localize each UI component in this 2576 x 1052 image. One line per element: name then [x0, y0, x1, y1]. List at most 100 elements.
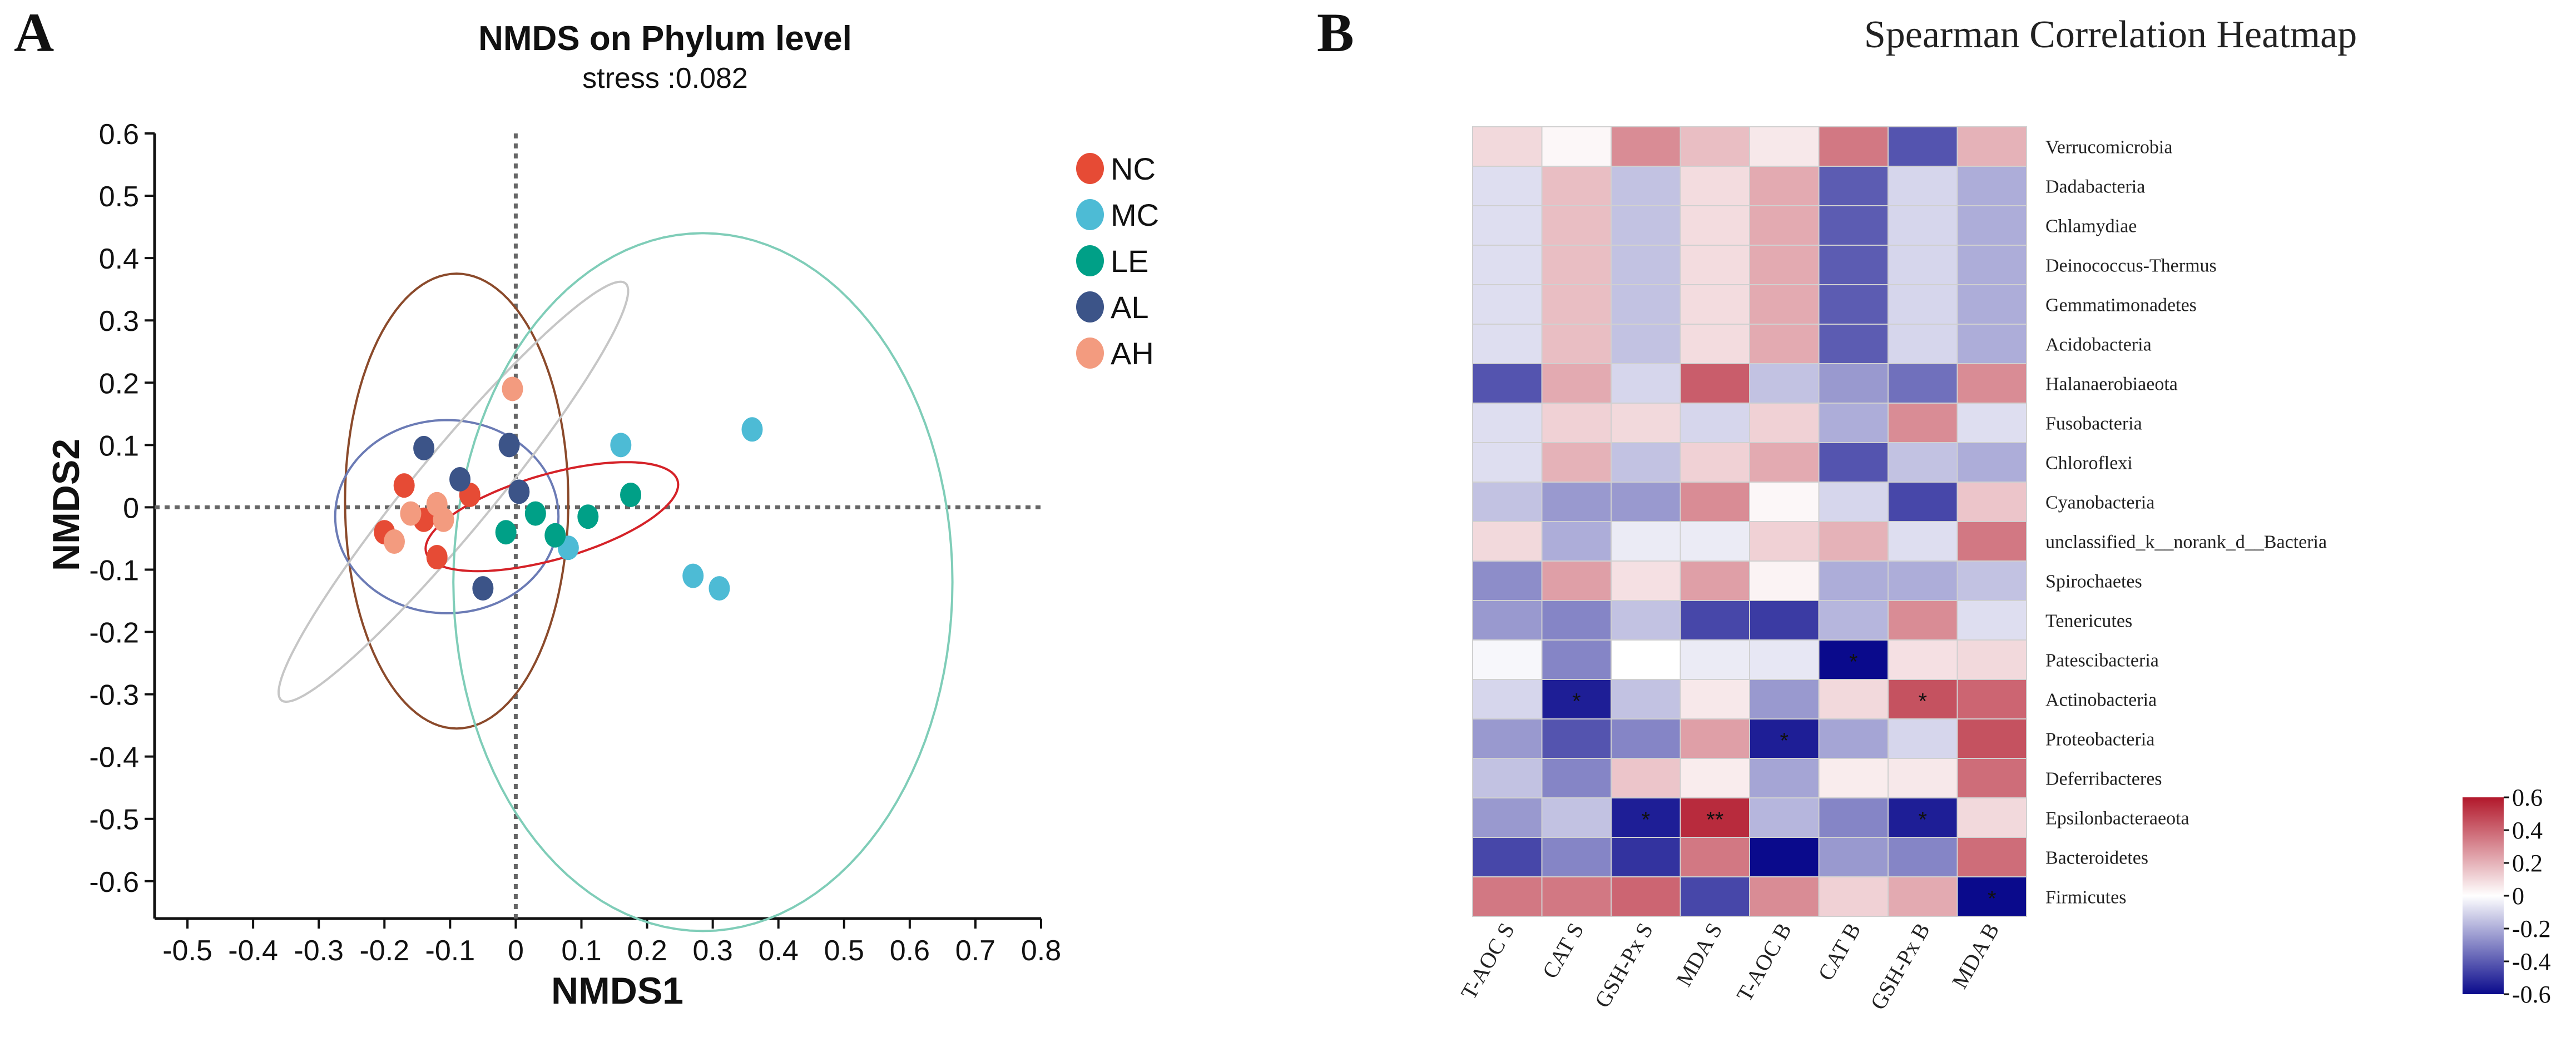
nmds-confidence-ellipse [334, 419, 560, 614]
heatmap-column-label: CAT S [1537, 919, 1589, 982]
nmds-x-tick-label: -0.5 [162, 935, 212, 967]
heatmap-cell [1956, 482, 2027, 522]
heatmap-cell [1472, 482, 1543, 522]
heatmap-row-label: Bacteroidetes [2045, 848, 2148, 869]
significance-marker: * [1918, 689, 1927, 714]
heatmap-row-label: Patescibacteria [2045, 651, 2159, 671]
heatmap-column-label: GSH-Px S [1589, 919, 1658, 1012]
heatmap-cell [1472, 284, 1543, 325]
significance-marker: * [1572, 689, 1581, 714]
heatmap-row-label: Fusobacteria [2045, 414, 2142, 434]
colorbar-tick-label: 0.6 [2512, 784, 2543, 811]
nmds-y-tick-label: -0.4 [89, 742, 139, 774]
nmds-y-tick-label: 0 [123, 492, 139, 524]
heatmap-cell [1956, 600, 2027, 641]
nmds-x-tick-label: 0.1 [561, 935, 601, 967]
heatmap-cell [1818, 245, 1889, 285]
heatmap-column-label: GSH-Px B [1865, 919, 1935, 1014]
nmds-y-tick-label: -0.5 [89, 804, 139, 836]
heatmap-cell [1680, 482, 1750, 522]
nmds-point-ah [383, 529, 405, 554]
heatmap-row-label: Epsilonbacteraeota [2045, 808, 2189, 829]
heatmap-cell [1541, 876, 1612, 917]
heatmap-cell [1680, 560, 1750, 601]
nmds-subtitle: stress :0.082 [582, 62, 748, 95]
heatmap-cell [1472, 876, 1543, 917]
heatmap-cell [1956, 245, 2027, 285]
heatmap-row-label: Actinobacteria [2045, 690, 2157, 711]
nmds-y-tick-label: -0.1 [89, 554, 139, 587]
nmds-x-tick-label: -0.3 [294, 935, 344, 967]
panel-b-letter: B [1317, 2, 1354, 63]
significance-marker: * [1780, 729, 1789, 753]
nmds-x-tick-label: -0.4 [228, 935, 278, 967]
heatmap-cell [1472, 639, 1543, 680]
heatmap-cell [1541, 600, 1612, 641]
heatmap-row-label: Proteobacteria [2045, 730, 2154, 750]
heatmap-cell [1680, 718, 1750, 759]
heatmap-column-label: T-AOC B [1731, 919, 1796, 1006]
nmds-confidence-ellipse [277, 280, 630, 703]
heatmap-cell [1818, 639, 1889, 680]
heatmap-cell [1888, 166, 1958, 206]
heatmap-cell [1680, 797, 1750, 838]
significance-marker: * [1918, 808, 1927, 832]
heatmap-row-label: Tenericutes [2045, 611, 2132, 632]
heatmap-cell [1680, 166, 1750, 206]
heatmap-cell [1888, 482, 1958, 522]
colorbar-tick-label: 0.2 [2512, 850, 2543, 877]
heatmap-cell [1956, 126, 2027, 167]
heatmap-row-label: Dadabacteria [2045, 177, 2145, 197]
heatmap-cell [1472, 403, 1543, 443]
heatmap-row-label: Deinococcus-Thermus [2045, 256, 2217, 276]
heatmap-cell [1749, 679, 1820, 719]
heatmap-cell [1888, 521, 1958, 562]
heatmap-cell [1680, 205, 1750, 246]
heatmap-cell [1956, 758, 2027, 798]
nmds-point-mc [682, 563, 704, 588]
legend-label-le: LE [1111, 244, 1149, 279]
heatmap-cell [1818, 758, 1889, 798]
heatmap-cell [1888, 560, 1958, 601]
nmds-x-tick-label: 0.4 [759, 935, 799, 967]
heatmap-cell [1472, 442, 1543, 483]
heatmap-cell [1818, 679, 1889, 719]
nmds-x-tick-label: 0.3 [692, 935, 732, 967]
nmds-y-tick-label: -0.3 [89, 679, 139, 712]
heatmap-row-label: Halanaerobiaeota [2045, 374, 2178, 395]
heatmap-cell [1749, 126, 1820, 167]
significance-marker: * [1849, 650, 1858, 674]
heatmap-row-label: Verrucomicrobia [2045, 137, 2172, 158]
heatmap-cell [1541, 442, 1612, 483]
heatmap-cells [1472, 126, 2027, 917]
heatmap-cell [1472, 600, 1543, 641]
heatmap-cell [1818, 166, 1889, 206]
heatmap-cell [1541, 797, 1612, 838]
heatmap-cell [1472, 205, 1543, 246]
heatmap-cell [1956, 639, 2027, 680]
legend-label-nc: NC [1111, 151, 1156, 186]
heatmap-cell [1680, 876, 1750, 917]
heatmap-cell [1472, 837, 1543, 877]
heatmap-cell [1680, 521, 1750, 562]
heatmap-cell [1749, 403, 1820, 443]
heatmap-cell [1956, 521, 2027, 562]
nmds-point-ah [502, 376, 523, 401]
nmds-point-le [524, 501, 546, 526]
legend-marker-ah [1076, 338, 1104, 369]
heatmap-cell [1611, 284, 1681, 325]
heatmap-cell [1956, 166, 2027, 206]
legend-marker-al [1076, 291, 1104, 322]
heatmap-cell [1818, 205, 1889, 246]
nmds-ellipses [277, 232, 954, 932]
heatmap-cell [1611, 205, 1681, 246]
panel-a-letter: A [14, 2, 54, 63]
nmds-point-le [495, 520, 517, 545]
heatmap-cell [1472, 363, 1543, 404]
heatmap-cell [1541, 284, 1612, 325]
nmds-y-tick-label: 0.5 [99, 181, 139, 213]
heatmap-cell [1956, 363, 2027, 404]
heatmap-cell [1749, 718, 1820, 759]
heatmap-column-label: MDA S [1671, 919, 1727, 990]
